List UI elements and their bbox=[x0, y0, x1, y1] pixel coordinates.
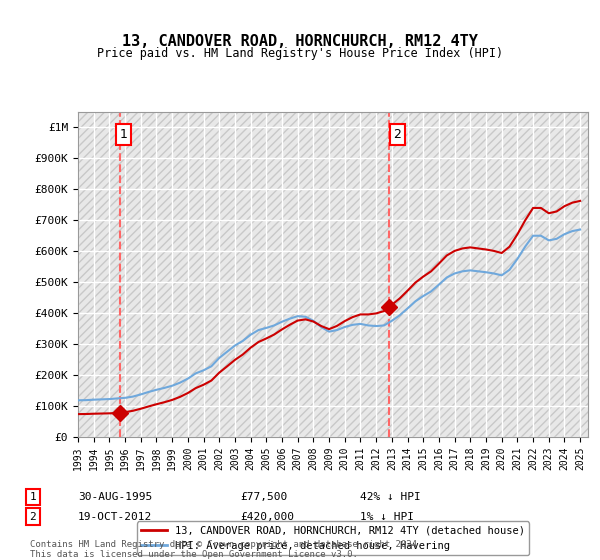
Text: £77,500: £77,500 bbox=[240, 492, 287, 502]
Text: 1: 1 bbox=[120, 128, 128, 141]
Text: 30-AUG-1995: 30-AUG-1995 bbox=[78, 492, 152, 502]
Text: 42% ↓ HPI: 42% ↓ HPI bbox=[360, 492, 421, 502]
Text: £420,000: £420,000 bbox=[240, 512, 294, 521]
Text: 1: 1 bbox=[29, 492, 37, 502]
Text: 2: 2 bbox=[29, 512, 37, 521]
Legend: 13, CANDOVER ROAD, HORNCHURCH, RM12 4TY (detached house), HPI: Average price, de: 13, CANDOVER ROAD, HORNCHURCH, RM12 4TY … bbox=[137, 521, 529, 555]
Text: 13, CANDOVER ROAD, HORNCHURCH, RM12 4TY: 13, CANDOVER ROAD, HORNCHURCH, RM12 4TY bbox=[122, 35, 478, 49]
Text: 19-OCT-2012: 19-OCT-2012 bbox=[78, 512, 152, 521]
Text: 1% ↓ HPI: 1% ↓ HPI bbox=[360, 512, 414, 521]
Text: This data is licensed under the Open Government Licence v3.0.: This data is licensed under the Open Gov… bbox=[30, 550, 358, 559]
Text: Price paid vs. HM Land Registry's House Price Index (HPI): Price paid vs. HM Land Registry's House … bbox=[97, 46, 503, 60]
Text: 2: 2 bbox=[394, 128, 401, 141]
Text: Contains HM Land Registry data © Crown copyright and database right 2024.: Contains HM Land Registry data © Crown c… bbox=[30, 540, 422, 549]
